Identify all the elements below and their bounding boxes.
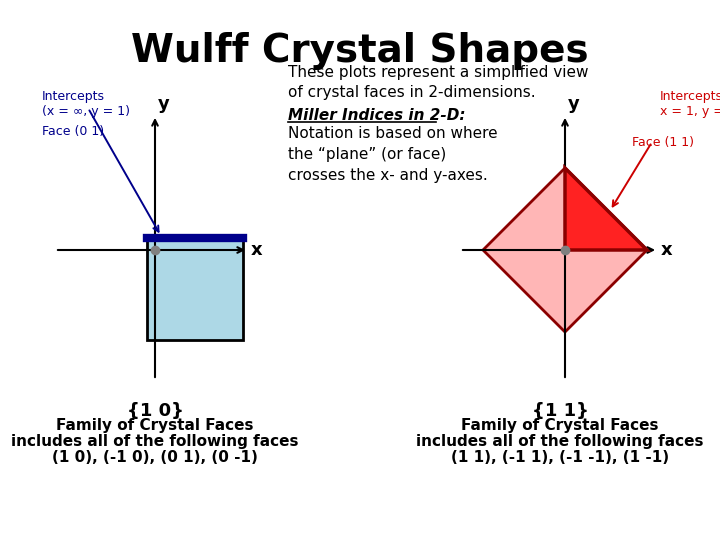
- Text: {1 0}: {1 0}: [127, 402, 184, 420]
- Text: x: x: [661, 241, 672, 259]
- Polygon shape: [483, 168, 647, 332]
- Text: y: y: [158, 95, 170, 113]
- Text: Face (0 1): Face (0 1): [42, 125, 104, 138]
- Text: (1 1), (-1 1), (-1 -1), (1 -1): (1 1), (-1 1), (-1 -1), (1 -1): [451, 450, 669, 465]
- Text: y: y: [568, 95, 580, 113]
- Text: Face (1 1): Face (1 1): [632, 136, 694, 149]
- Text: x: x: [251, 241, 263, 259]
- Text: Miller Indices in 2-D:: Miller Indices in 2-D:: [288, 108, 466, 123]
- Text: Intercepts
(x = ∞, y = 1): Intercepts (x = ∞, y = 1): [42, 90, 130, 118]
- Text: Wulff Crystal Shapes: Wulff Crystal Shapes: [131, 32, 589, 70]
- Text: These plots represent a simplified view
of crystal faces in 2-dimensions.: These plots represent a simplified view …: [288, 65, 588, 100]
- Polygon shape: [565, 168, 647, 250]
- Text: Family of Crystal Faces: Family of Crystal Faces: [462, 418, 659, 433]
- Text: includes all of the following faces: includes all of the following faces: [12, 434, 299, 449]
- Text: Intercepts
x = 1, y = 1: Intercepts x = 1, y = 1: [660, 90, 720, 118]
- Text: Family of Crystal Faces: Family of Crystal Faces: [56, 418, 253, 433]
- Text: {1 1}: {1 1}: [531, 402, 588, 420]
- Text: includes all of the following faces: includes all of the following faces: [416, 434, 703, 449]
- Text: Notation is based on where
the “plane” (or face)
crosses the x- and y-axes.: Notation is based on where the “plane” (…: [288, 126, 498, 183]
- Text: (1 0), (-1 0), (0 1), (0 -1): (1 0), (-1 0), (0 1), (0 -1): [52, 450, 258, 465]
- Bar: [147, 238, 243, 340]
